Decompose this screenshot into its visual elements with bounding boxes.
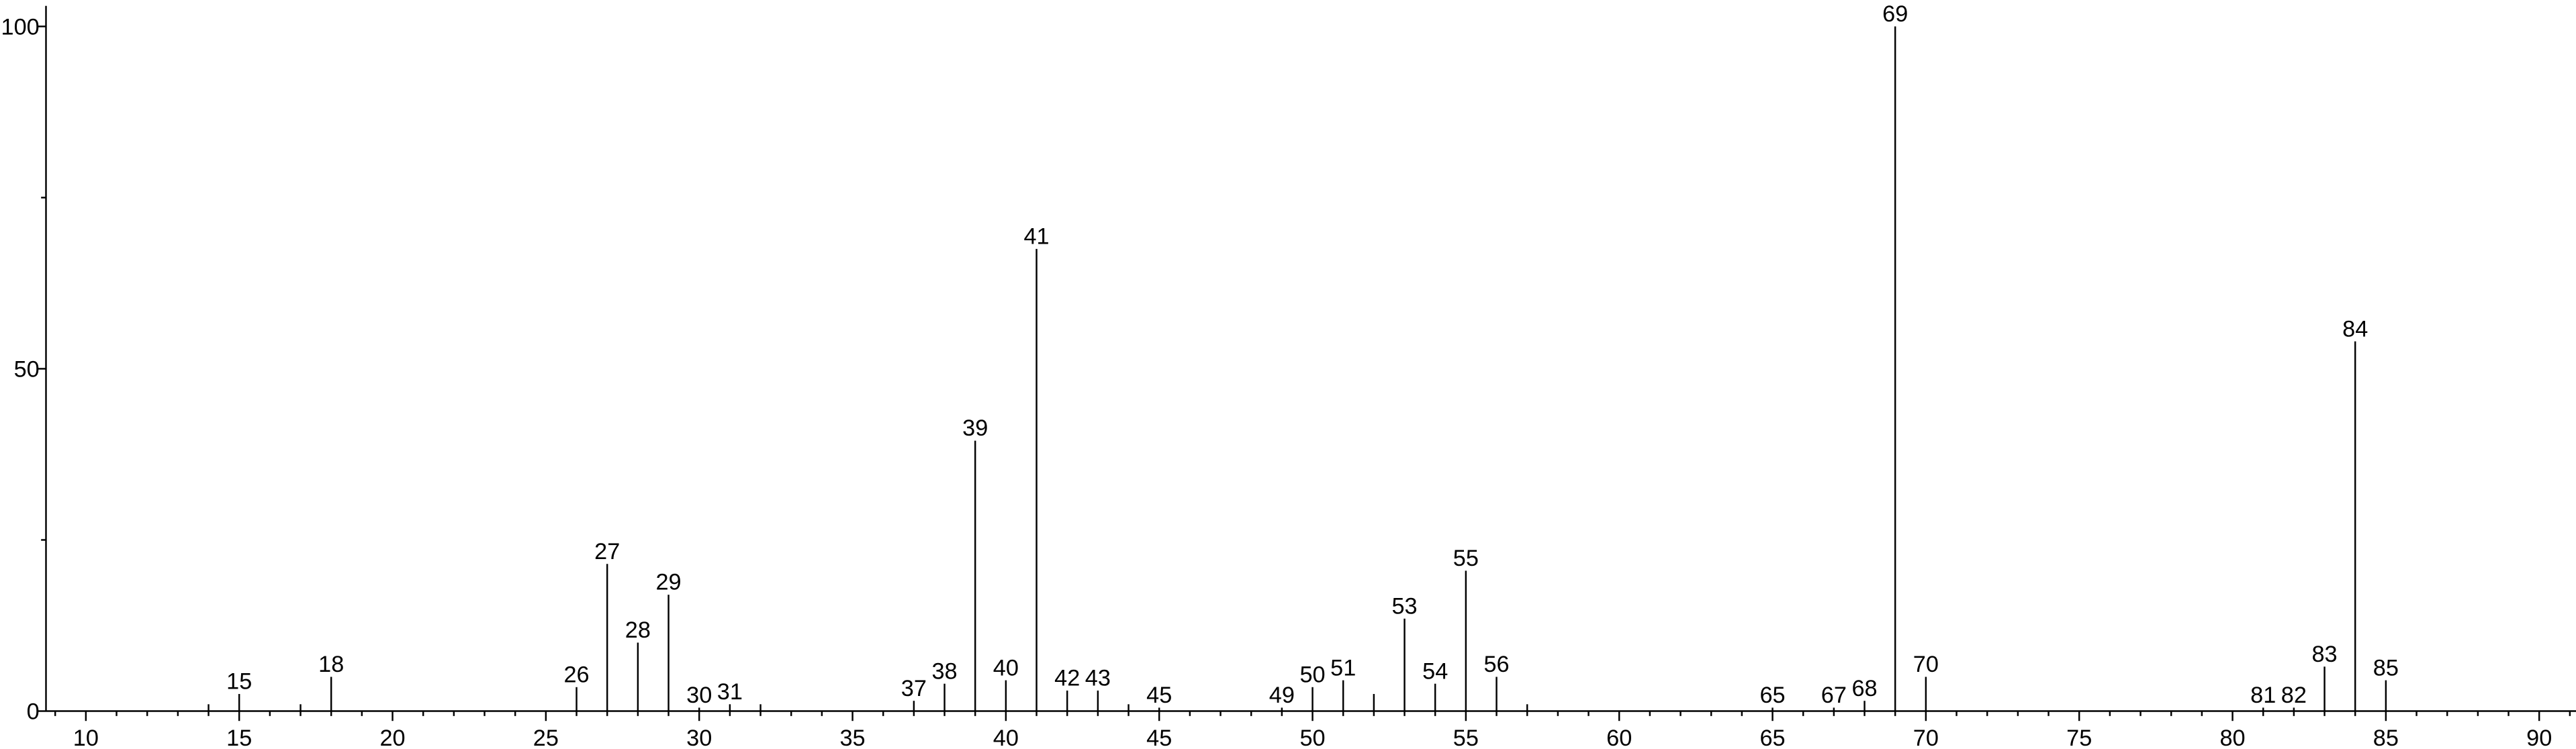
peak-label: 18 <box>318 652 344 677</box>
peak-label: 56 <box>1483 652 1509 677</box>
x-tick-label: 40 <box>993 726 1019 749</box>
peak-label: 45 <box>1146 683 1172 708</box>
x-tick-label: 80 <box>2219 726 2245 749</box>
x-tick-label: 10 <box>73 726 99 749</box>
peak-label: 70 <box>1913 652 1939 677</box>
peak-label: 83 <box>2311 642 2337 667</box>
peak-label: 42 <box>1054 666 1080 691</box>
peak-label: 15 <box>226 669 252 695</box>
peak-label: 39 <box>962 415 988 441</box>
peak-label: 54 <box>1422 658 1448 684</box>
peak-label: 49 <box>1269 683 1295 708</box>
peak-label: 82 <box>2281 683 2307 708</box>
peak-label: 38 <box>931 658 957 684</box>
x-tick-label: 45 <box>1146 726 1172 749</box>
y-tick-label: 0 <box>27 699 40 725</box>
x-tick-label: 70 <box>1913 726 1939 749</box>
x-tick-label: 60 <box>1606 726 1632 749</box>
peak-label: 53 <box>1391 593 1417 619</box>
peak-label: 29 <box>655 570 681 595</box>
peak-label: 41 <box>1023 224 1049 250</box>
peak-label: 65 <box>1759 683 1785 708</box>
x-tick-label: 85 <box>2373 726 2399 749</box>
peak-label: 31 <box>717 679 743 705</box>
peak-label: 67 <box>1821 683 1847 708</box>
x-tick-label: 15 <box>226 726 252 749</box>
peak-label: 68 <box>1851 676 1877 701</box>
peak-label: 50 <box>1299 662 1325 687</box>
peak-label: 40 <box>993 655 1019 681</box>
x-tick-label: 50 <box>1299 726 1325 749</box>
peak-label: 84 <box>2342 316 2368 342</box>
x-tick-label: 35 <box>839 726 865 749</box>
peak-label: 55 <box>1453 546 1479 571</box>
peak-label: 26 <box>563 662 589 687</box>
x-tick-label: 55 <box>1453 726 1479 749</box>
peak-label: 81 <box>2250 683 2276 708</box>
peak-label: 69 <box>1882 1 1908 27</box>
peak-label: 30 <box>686 683 712 708</box>
x-tick-label: 20 <box>379 726 405 749</box>
y-tick-label: 50 <box>14 357 40 383</box>
x-tick-label: 90 <box>2526 726 2552 749</box>
x-tick-label: 65 <box>1759 726 1785 749</box>
x-tick-label: 75 <box>2066 726 2092 749</box>
y-tick-label: 100 <box>1 15 40 40</box>
peak-label: 27 <box>594 539 620 564</box>
peak-label: 28 <box>625 617 651 643</box>
peak-label: 51 <box>1330 655 1356 681</box>
peak-label: 43 <box>1085 666 1111 691</box>
x-tick-label: 30 <box>686 726 712 749</box>
peak-label: 85 <box>2373 655 2399 681</box>
x-tick-label: 25 <box>533 726 559 749</box>
peak-label: 37 <box>901 676 927 701</box>
